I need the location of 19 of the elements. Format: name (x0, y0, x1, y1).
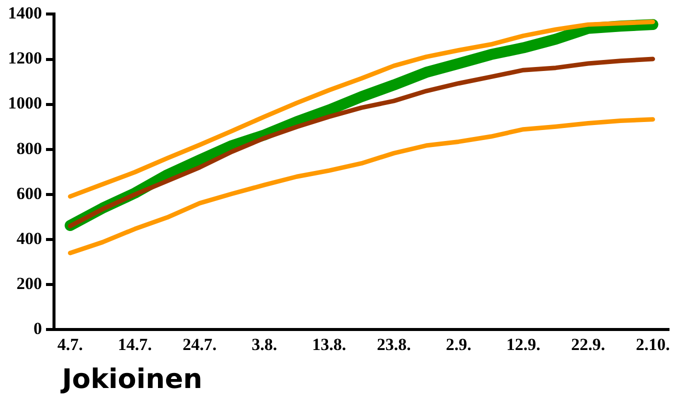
x-tick-label: 23.8. (376, 335, 411, 354)
x-tick-label: 22.9. (571, 335, 606, 354)
x-tick-label: 12.9. (506, 335, 540, 354)
y-tick-label: 600 (16, 184, 42, 203)
text: Jokioinen (62, 364, 202, 395)
x-tick-label: 14.7. (118, 335, 152, 354)
x-tick-label: 24.7. (182, 335, 217, 354)
y-tick-label: 1400 (8, 4, 42, 23)
x-tick-label: 2.10. (636, 335, 670, 354)
y-tick-label: 1000 (8, 94, 42, 113)
y-tick-label: 400 (16, 228, 42, 248)
x-tick-label: 13.8. (312, 335, 346, 354)
y-tick-label: 200 (16, 274, 42, 293)
y-tick-label: 800 (16, 138, 42, 158)
y-tick-label: 1200 (8, 48, 42, 68)
x-tick-label: 4.7. (57, 335, 83, 354)
y-tick-label: 0 (34, 318, 42, 338)
x-tick-label: 3.8. (252, 335, 278, 354)
x-tick-label: 2.9. (446, 335, 472, 354)
